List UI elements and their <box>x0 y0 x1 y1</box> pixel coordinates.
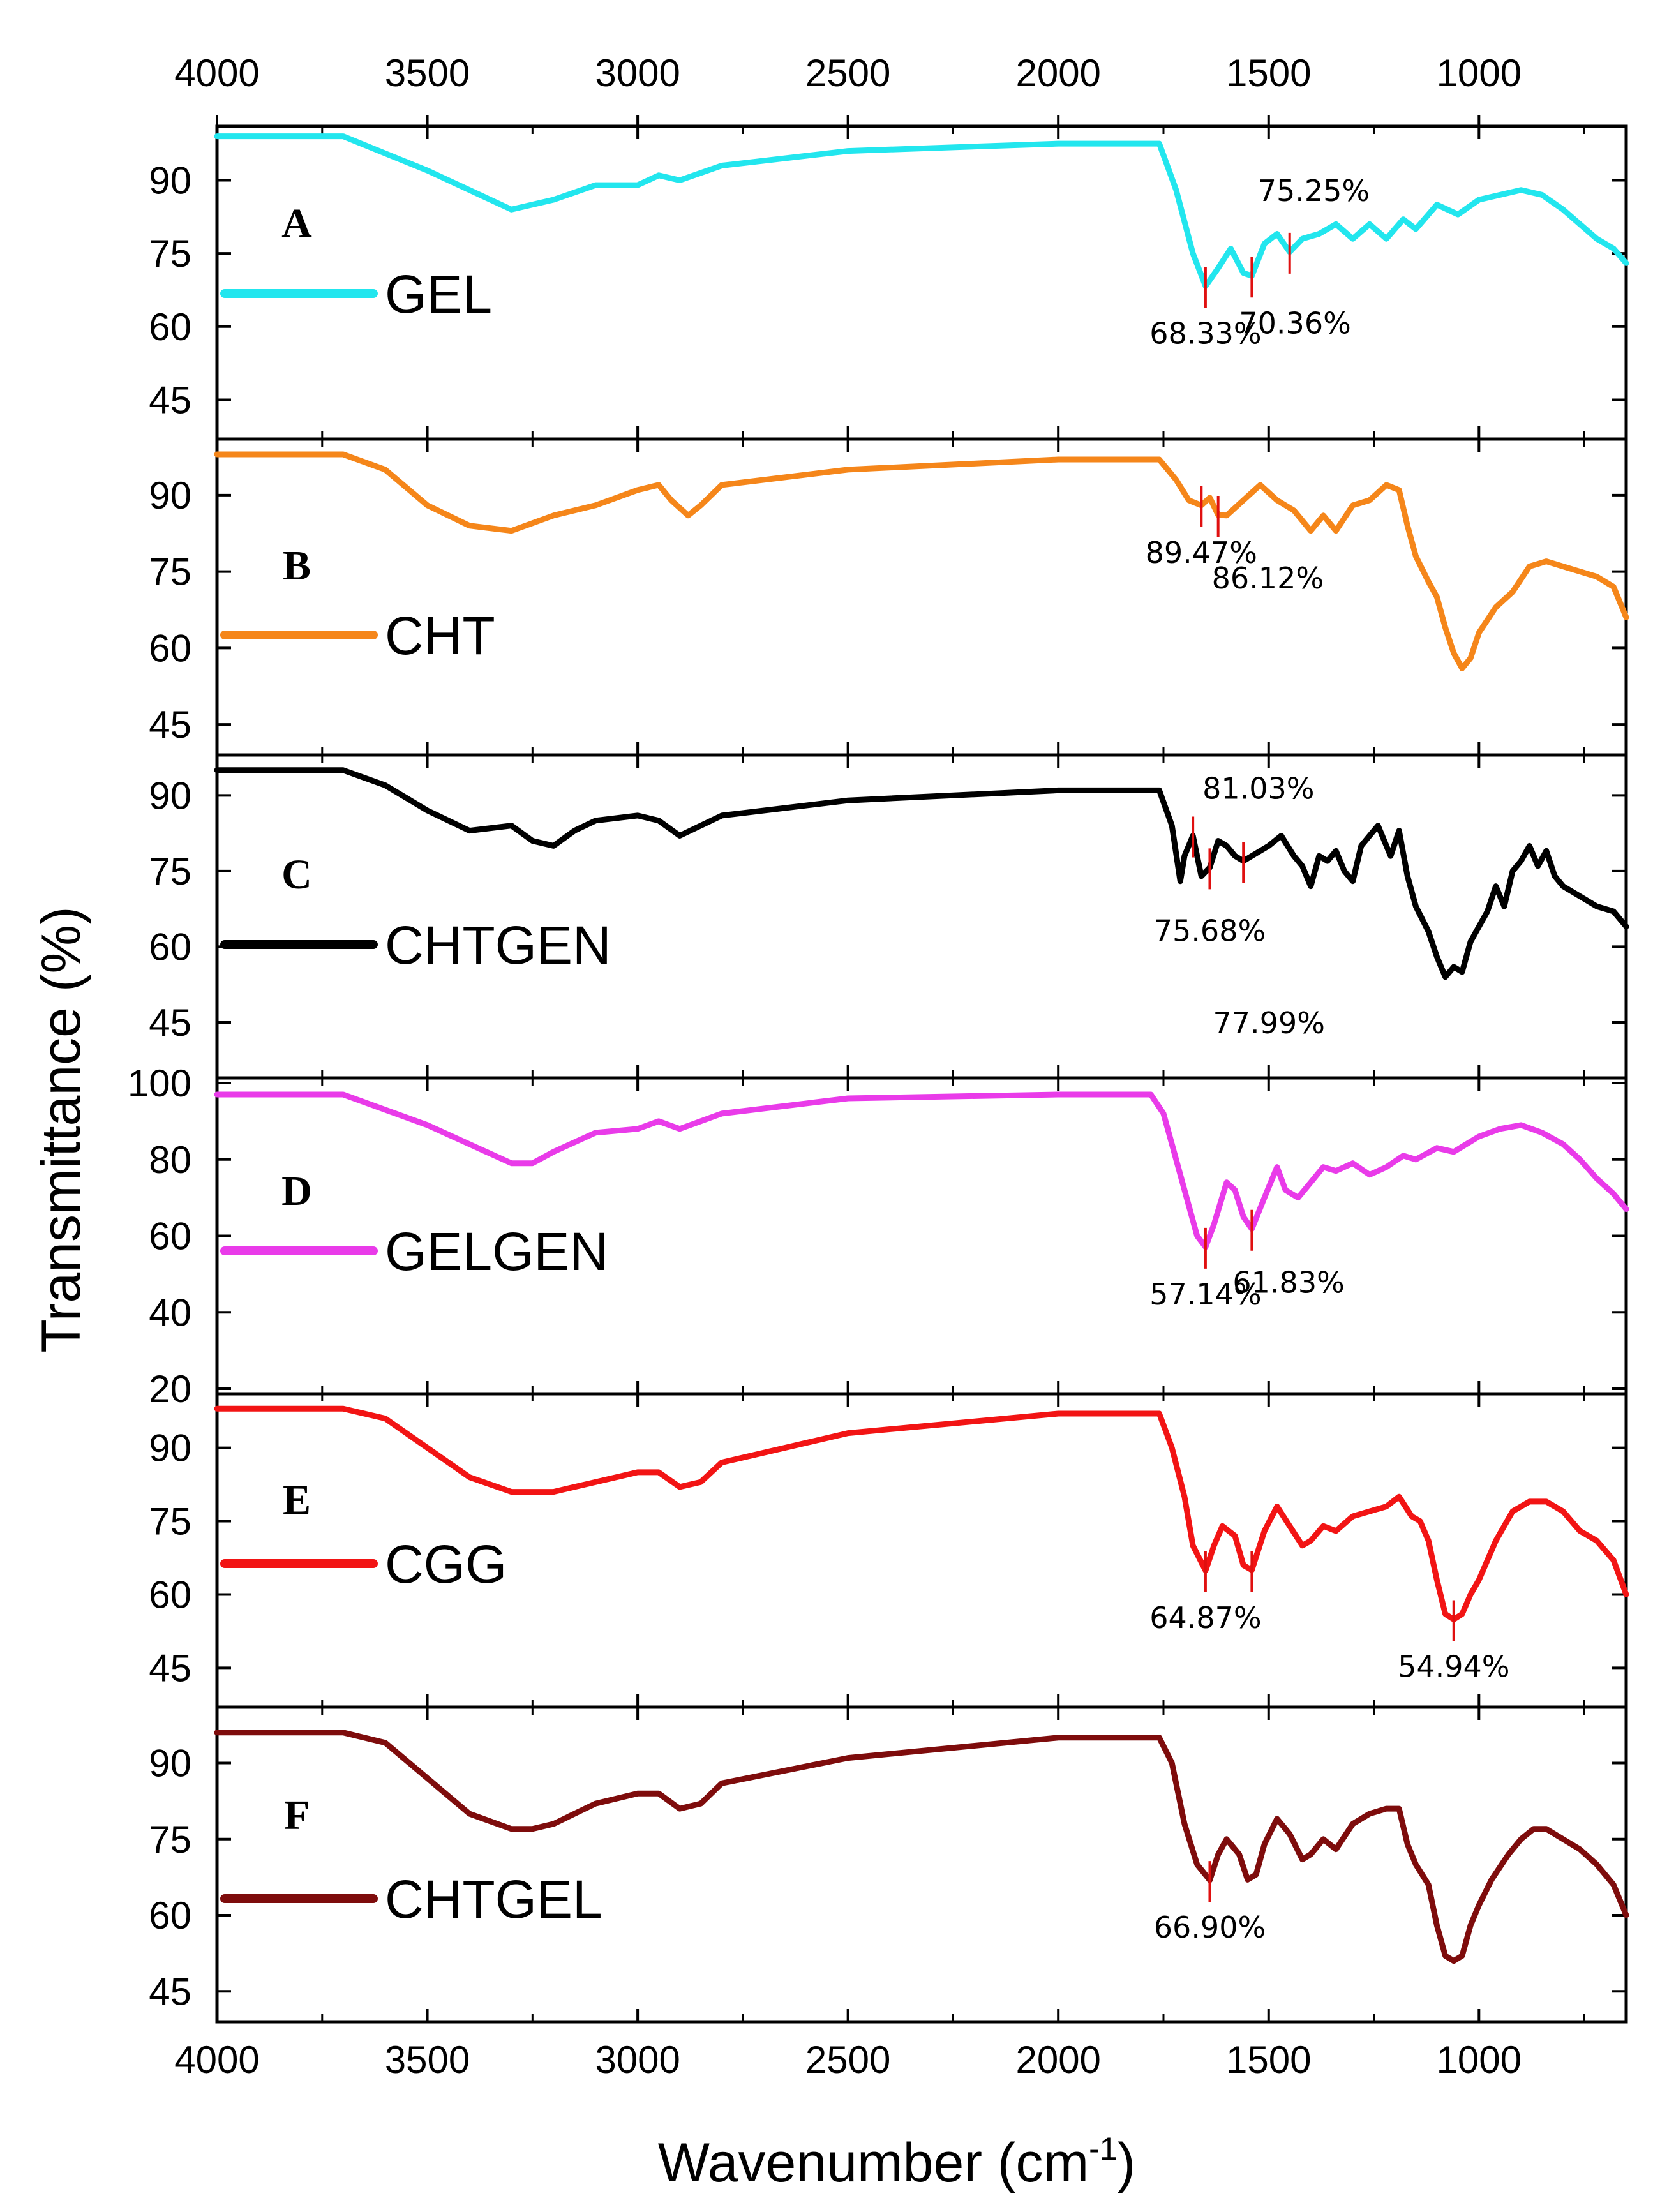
x-tick-label-top: 1500 <box>1226 52 1311 94</box>
y-tick-label-chtgen: 90 <box>149 774 191 817</box>
x-tick-label-top: 3500 <box>385 52 470 94</box>
x-tick-label-bottom: 3000 <box>595 2038 680 2081</box>
y-tick-label-cht: 60 <box>149 627 191 669</box>
peak-label: 54.94% <box>1398 1650 1509 1684</box>
y-tick-label-chtgel: 90 <box>149 1742 191 1785</box>
series-line-chtgen <box>214 767 1629 980</box>
y-tick-label-gelgen: 80 <box>149 1139 191 1181</box>
x-tick-label-bottom: 2500 <box>805 2038 890 2081</box>
peak-label: 75.25% <box>1258 174 1370 208</box>
peak-label: 89.47% <box>1146 535 1257 570</box>
series-line-cgg <box>214 1405 1629 1622</box>
y-tick-label-chtgel: 60 <box>149 1894 191 1937</box>
peak-label: 77.99% <box>1213 1006 1325 1040</box>
y-tick-label-chtgen: 45 <box>149 1001 191 1044</box>
series-line-chtgel <box>214 1730 1629 1964</box>
peak-label: 86.12% <box>1212 561 1324 595</box>
series-line-gel <box>214 133 1629 289</box>
y-tick-label-cgg: 60 <box>149 1573 191 1616</box>
peak-label: 81.03% <box>1202 772 1314 806</box>
peak-label: 68.33% <box>1149 316 1261 350</box>
y-axis-title: Transmittance (%) <box>31 906 92 1352</box>
panel-letter-c: C <box>281 851 312 898</box>
x-tick-label-bottom: 1500 <box>1226 2038 1311 2081</box>
y-tick-label-gel: 90 <box>149 159 191 202</box>
x-tick-label-bottom: 1000 <box>1437 2038 1522 2081</box>
x-axis-title-sup: -1 <box>1089 2131 1117 2167</box>
x-axis-title-close: ) <box>1118 2132 1136 2193</box>
y-tick-label-chtgen: 60 <box>149 925 191 968</box>
x-tick-label-top: 3000 <box>595 52 680 94</box>
y-tick-label-cgg: 45 <box>149 1647 191 1689</box>
legend-label-gelgen: GELGEN <box>385 1222 608 1282</box>
x-tick-label-top: 2500 <box>805 52 890 94</box>
legend-label-chtgen: CHTGEN <box>385 915 611 975</box>
x-tick-label-top: 2000 <box>1015 52 1100 94</box>
x-tick-label-top: 4000 <box>174 52 259 94</box>
panel-letter-b: B <box>283 542 311 589</box>
legend-label-cht: CHT <box>385 606 495 666</box>
panel-letter-d: D <box>281 1168 312 1214</box>
x-axis-title: Wavenumber (cm-1) <box>658 2131 1136 2193</box>
y-tick-label-cht: 75 <box>149 551 191 594</box>
x-tick-label-bottom: 3500 <box>385 2038 470 2081</box>
peak-label: 70.36% <box>1239 306 1350 340</box>
peak-label: 75.68% <box>1154 913 1266 948</box>
series-line-gelgen <box>214 1091 1629 1250</box>
peak-label: 66.90% <box>1154 1910 1266 1945</box>
y-tick-label-gel: 75 <box>149 232 191 275</box>
y-tick-label-gelgen: 40 <box>149 1291 191 1334</box>
legend-label-chtgel: CHTGEL <box>385 1869 602 1929</box>
panel-frame-chtgel <box>215 1705 1628 2024</box>
y-tick-label-chtgel: 75 <box>149 1818 191 1861</box>
y-tick-label-cht: 45 <box>149 703 191 746</box>
legend-label-cgg: CGG <box>385 1534 507 1594</box>
panel-letter-a: A <box>281 200 312 247</box>
peak-label: 57.14% <box>1149 1277 1261 1312</box>
panel-letter-e: E <box>283 1477 311 1523</box>
y-tick-label-gelgen: 60 <box>149 1215 191 1258</box>
x-axis-title-main: Wavenumber (cm <box>658 2132 1089 2193</box>
legend-label-gel: GEL <box>385 264 492 324</box>
panel-frame-cht <box>215 437 1628 757</box>
peak-label: 61.83% <box>1232 1266 1344 1300</box>
x-tick-label-top: 1000 <box>1437 52 1522 94</box>
panel-letter-f: F <box>284 1792 310 1839</box>
y-tick-label-cht: 90 <box>149 474 191 517</box>
y-tick-label-gelgen: 20 <box>149 1368 191 1410</box>
peak-label: 64.87% <box>1149 1601 1261 1635</box>
y-tick-label-gelgen: 100 <box>128 1062 191 1105</box>
x-tick-label-bottom: 2000 <box>1015 2038 1100 2081</box>
y-tick-label-chtgen: 75 <box>149 850 191 893</box>
y-tick-label-gel: 60 <box>149 306 191 348</box>
y-tick-label-gel: 45 <box>149 378 191 421</box>
series-line-cht <box>214 451 1629 671</box>
y-tick-label-cgg: 75 <box>149 1500 191 1543</box>
y-tick-label-cgg: 90 <box>149 1427 191 1470</box>
x-tick-label-bottom: 4000 <box>174 2038 259 2081</box>
y-tick-label-chtgel: 45 <box>149 1970 191 2013</box>
